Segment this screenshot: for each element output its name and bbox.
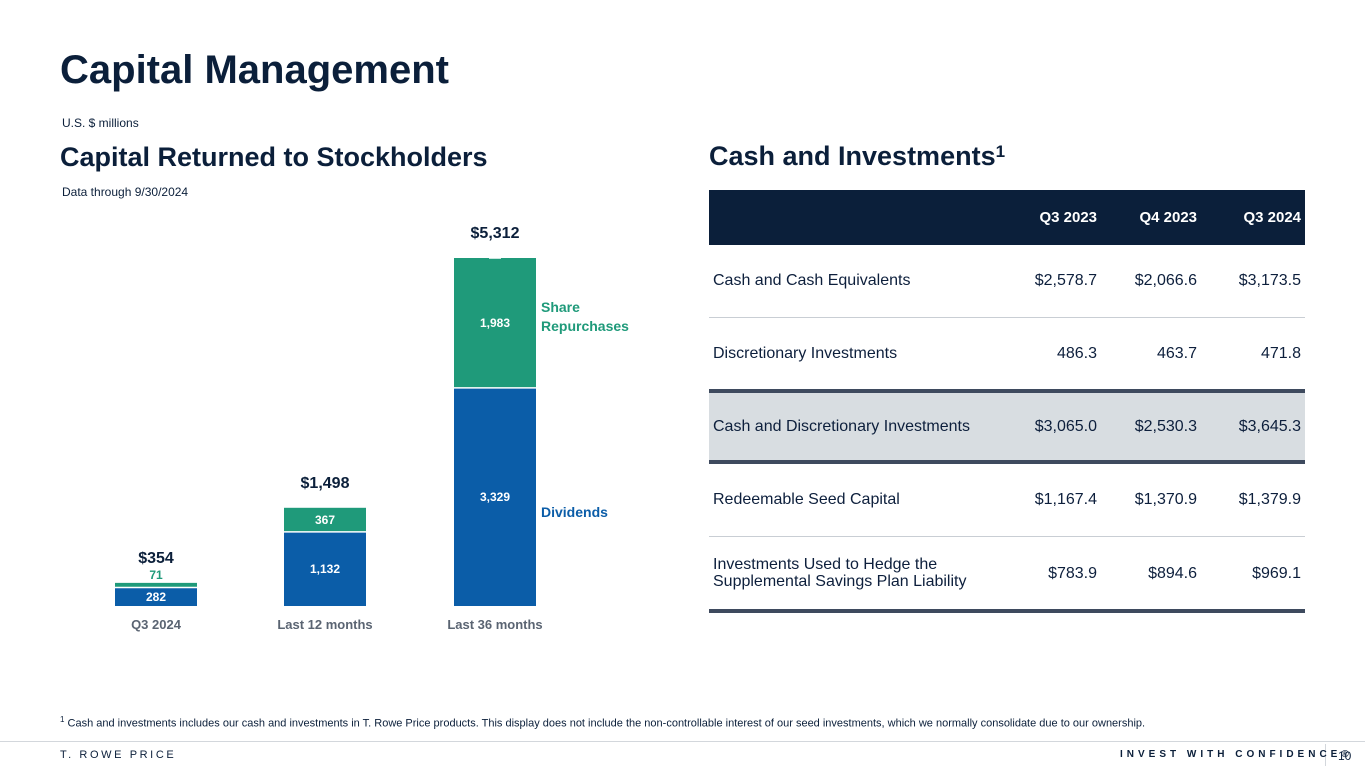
data-through-note: Data through 9/30/2024 [62,185,189,199]
total-label: $354 [138,550,174,567]
bar-segment-share-repurchases [284,507,366,532]
column-header-q4-2023: Q4 2023 [1101,190,1201,245]
bar-segment-dividends [284,531,366,606]
data-label: 71 [149,568,163,582]
brand-tagline: INVEST WITH CONFIDENCE® [1120,749,1353,760]
footnote-text: Cash and investments includes our cash a… [67,717,1146,730]
cell-value: $894.6 [1101,536,1201,613]
data-label: 282 [146,590,166,604]
units-label: U.S. $ millions [62,116,139,130]
category-label: Last 36 months [447,617,542,632]
cell-value: $2,066.6 [1101,245,1201,318]
bar-segment-share-repurchases [115,582,197,588]
bar-segment-dividends [454,387,536,606]
capital-returned-chart: 282 71$354 Q3 2024 1,132 367 $1,498 Last 12 mo… [115,225,629,632]
column-header-q3-2023: Q3 2023 [997,190,1101,245]
cell-value: $783.9 [997,536,1101,613]
row-label: Cash and Discretionary Investments [709,389,997,464]
footnote: 1 Cash and investments includes our cash… [60,715,1145,730]
cash-investments-heading-text: Cash and Investments [709,141,996,171]
bar-segment-dividends [115,587,197,606]
table-row: Discretionary Investments 486.3 463.7 47… [709,318,1305,392]
cell-value: 463.7 [1156,344,1197,362]
cell-value: $3,065.0 [997,389,1101,464]
total-label: $5,312 [471,225,520,242]
legend-share-repurchases-line2: Repurchases [541,318,629,334]
row-label-line: Supplemental Savings Plan Liability [713,573,967,590]
table-row: Investments Used to Hedge the Supplementa… [709,536,1305,613]
footer-divider-line [0,741,1365,742]
total-label: $1,498 [301,475,350,492]
data-label: 1,983 [480,316,510,330]
category-label: Last 12 months [277,617,372,632]
cash-investments-table: Q3 2023 Q4 2023 Q3 2024 Cash and Cash Eq… [709,190,1305,613]
cash-investments-heading: Cash and Investments1 [709,138,1005,174]
table-header-row: Q3 2023 Q4 2023 Q3 2024 [709,190,1305,245]
data-label: 1,132 [310,562,340,576]
cell-value: $1,167.4 [997,462,1101,537]
cell-value: $3,645.3 [1201,389,1305,464]
cell-value: $1,370.9 [1101,462,1201,537]
legend-dividends: Dividends [541,504,608,520]
cell-value: $969.1 [1201,536,1305,613]
row-label: Cash and Cash Equivalents [709,245,997,318]
table-row-subtotal: Cash and Discretionary Investments $3,06… [709,389,1305,464]
bar-segment-share-repurchases [454,258,536,388]
footnote-number: 1 [60,715,65,724]
row-label: Discretionary Investments [713,344,898,362]
footnote-marker: 1 [995,142,1006,161]
cell-value: $3,173.5 [1201,245,1305,318]
data-label: 367 [315,513,335,527]
row-label: Investments Used to Hedge the Supplementa… [709,536,997,613]
capital-returned-heading: Capital Returned to Stockholders [60,142,488,172]
cell-value: $1,379.9 [1201,462,1305,537]
brand-name: T. ROWE PRICE [60,749,177,761]
page-title: Capital Management [60,48,449,92]
table-row: Cash and Cash Equivalents $2,578.7 $2,06… [709,245,1305,318]
page-number: 10 [1338,749,1352,763]
footer-vertical-divider [1325,744,1326,766]
column-header [709,190,997,245]
category-label: Q3 2024 [131,617,182,632]
cell-value: 486.3 [1056,344,1097,362]
column-header-q3-2024: Q3 2024 [1201,190,1305,245]
legend-share-repurchases-line1: Share [541,299,580,315]
table-row: Redeemable Seed Capital $1,167.4 $1,370.… [709,462,1305,537]
cell-value: $2,530.3 [1101,389,1201,464]
row-label-line: Investments Used to Hedge the [713,556,938,573]
cell-value: $2,578.7 [997,245,1101,318]
data-label: 3,329 [480,490,510,504]
row-label: Redeemable Seed Capital [709,462,997,537]
cell-value: 471.8 [1260,344,1301,362]
